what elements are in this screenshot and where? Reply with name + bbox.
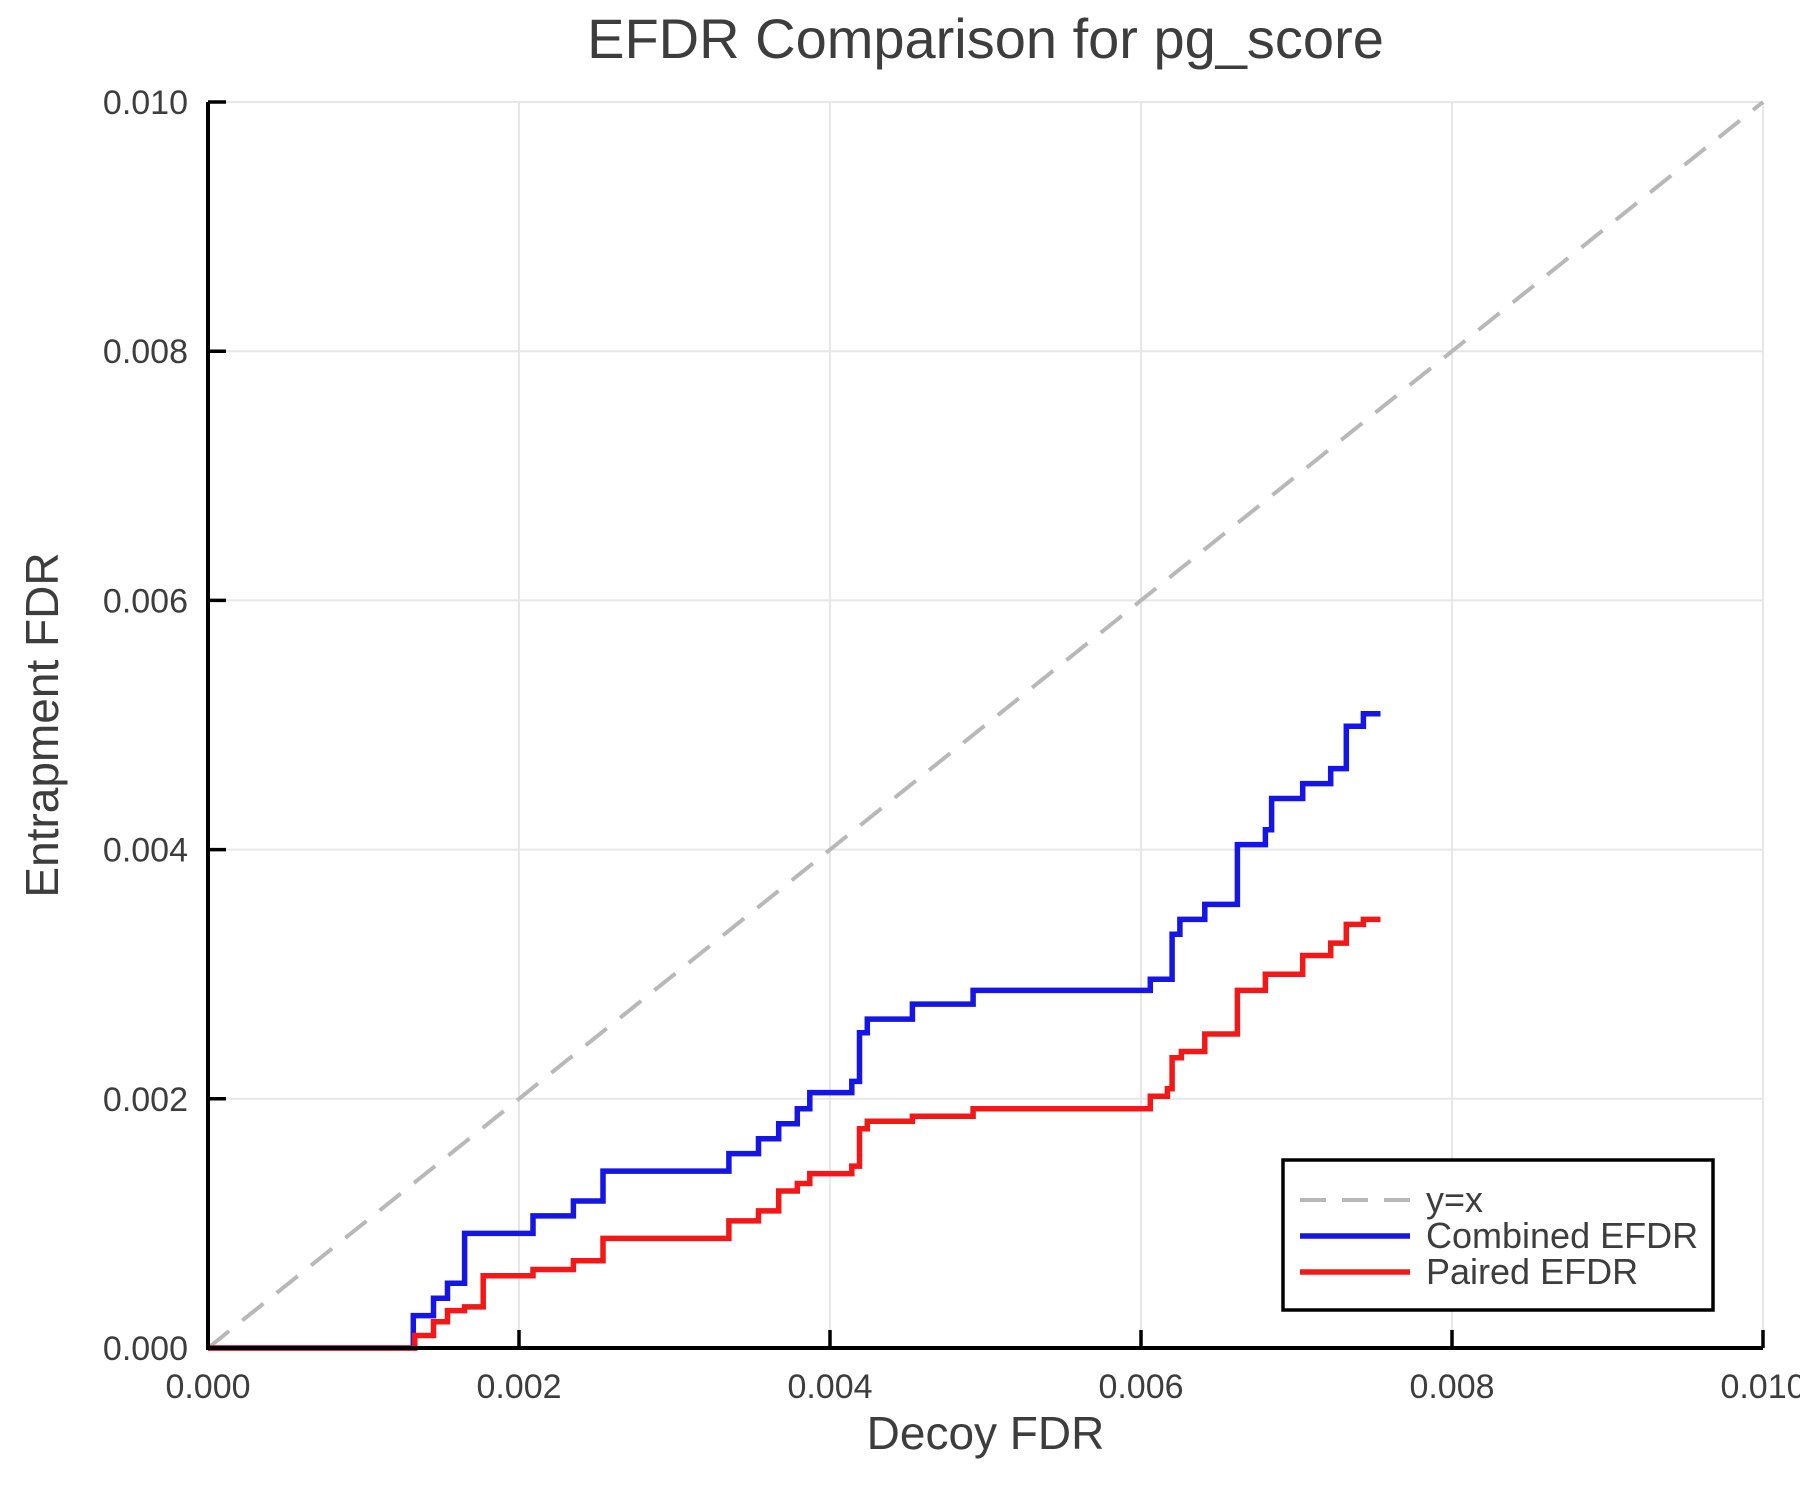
x-tick-label: 0.000 <box>165 1368 250 1406</box>
series-line-combined-efdr <box>208 711 1381 1351</box>
x-tick-label: 0.002 <box>476 1368 561 1406</box>
series-line-paired-efdr <box>208 916 1381 1351</box>
chart-title: EFDR Comparison for pg_score <box>587 7 1384 70</box>
y-tick-label: 0.010 <box>103 84 188 122</box>
legend-label-combined-efdr: Combined EFDR <box>1426 1215 1698 1256</box>
y-tick-label: 0.008 <box>103 333 188 371</box>
x-tick-label: 0.008 <box>1409 1368 1494 1406</box>
reference-line-y-equals-x <box>206 100 1765 1350</box>
legend-label-paired-efdr: Paired EFDR <box>1426 1251 1638 1292</box>
y-tick-label: 0.000 <box>103 1330 188 1368</box>
y-tick-label: 0.004 <box>103 832 188 870</box>
x-tick-label: 0.010 <box>1720 1368 1800 1406</box>
y-axis-label: Entrapment FDR <box>16 552 68 898</box>
x-tick-label: 0.004 <box>787 1368 872 1406</box>
x-tick-label: 0.006 <box>1098 1368 1183 1406</box>
y-tick-label: 0.006 <box>103 582 188 620</box>
y-tick-label: 0.002 <box>103 1081 188 1119</box>
x-axis-label: Decoy FDR <box>866 1407 1105 1459</box>
legend-label-y-x: y=x <box>1426 1179 1483 1220</box>
